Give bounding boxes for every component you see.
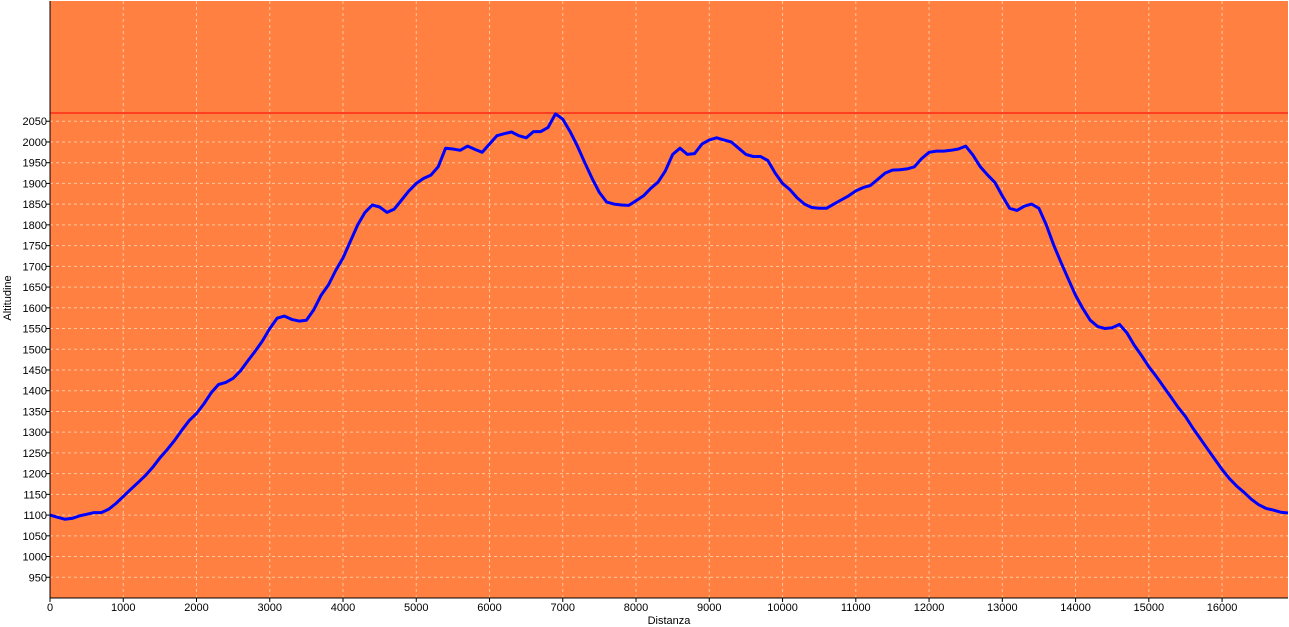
y-tick-label: 950 (29, 572, 47, 584)
x-axis-title: Distanza (648, 615, 692, 627)
x-tick-label: 3000 (258, 602, 282, 614)
y-tick-label: 1550 (23, 324, 47, 336)
x-tick-label: 7000 (551, 602, 575, 614)
x-tick-label: 9000 (697, 602, 721, 614)
y-tick-label: 1850 (23, 199, 47, 211)
x-tick-label: 14000 (1060, 602, 1091, 614)
y-axis-ticks: 950 1000 1050 1100 1150 1200 1250 1300 1350 1400 1… (23, 116, 50, 584)
y-tick-label: 1300 (23, 427, 47, 439)
y-tick-label: 2000 (23, 137, 47, 149)
x-tick-label: 5000 (404, 602, 428, 614)
x-tick-label: 10000 (767, 602, 798, 614)
y-tick-label: 2050 (23, 116, 47, 128)
x-tick-label: 1000 (111, 602, 135, 614)
y-tick-label: 1150 (23, 489, 47, 501)
series-layer (49, 112, 1289, 521)
x-tick-label: 8000 (624, 602, 648, 614)
x-tick-label: 12000 (914, 602, 945, 614)
x-tick-label: 6000 (477, 602, 501, 614)
y-axis-title: Altitudine (2, 275, 14, 320)
x-tick-label: 11000 (841, 602, 871, 614)
y-tick-label: 1750 (23, 241, 47, 253)
x-tick-label: 15000 (1134, 602, 1165, 614)
y-tick-label: 1600 (23, 303, 47, 315)
y-tick-label: 1700 (23, 261, 47, 273)
x-tick-label: 2000 (184, 602, 208, 614)
y-tick-label: 1650 (23, 282, 47, 294)
x-tick-label: 13000 (987, 602, 1018, 614)
elevation-line (49, 112, 1289, 521)
y-tick-label: 1350 (23, 406, 47, 418)
plot-background (50, 1, 1288, 598)
y-tick-label: 1250 (23, 448, 47, 460)
y-tick-label: 1900 (23, 178, 47, 190)
x-tick-label: 4000 (331, 602, 355, 614)
x-axis-ticks: 0 1000 2000 3000 4000 5000 6000 7000 8000 9000 100… (47, 598, 1237, 614)
y-tick-label: 1100 (23, 510, 47, 522)
y-tick-label: 1050 (23, 531, 47, 543)
x-tick-label: 0 (47, 602, 53, 614)
y-tick-label: 1800 (23, 220, 47, 232)
y-tick-label: 1450 (23, 365, 47, 377)
y-tick-label: 1000 (23, 552, 47, 564)
x-tick-label: 16000 (1207, 602, 1238, 614)
y-tick-label: 1200 (23, 469, 47, 481)
y-tick-label: 1400 (23, 386, 47, 398)
y-tick-label: 1950 (23, 158, 47, 170)
y-tick-label: 1500 (23, 344, 47, 356)
